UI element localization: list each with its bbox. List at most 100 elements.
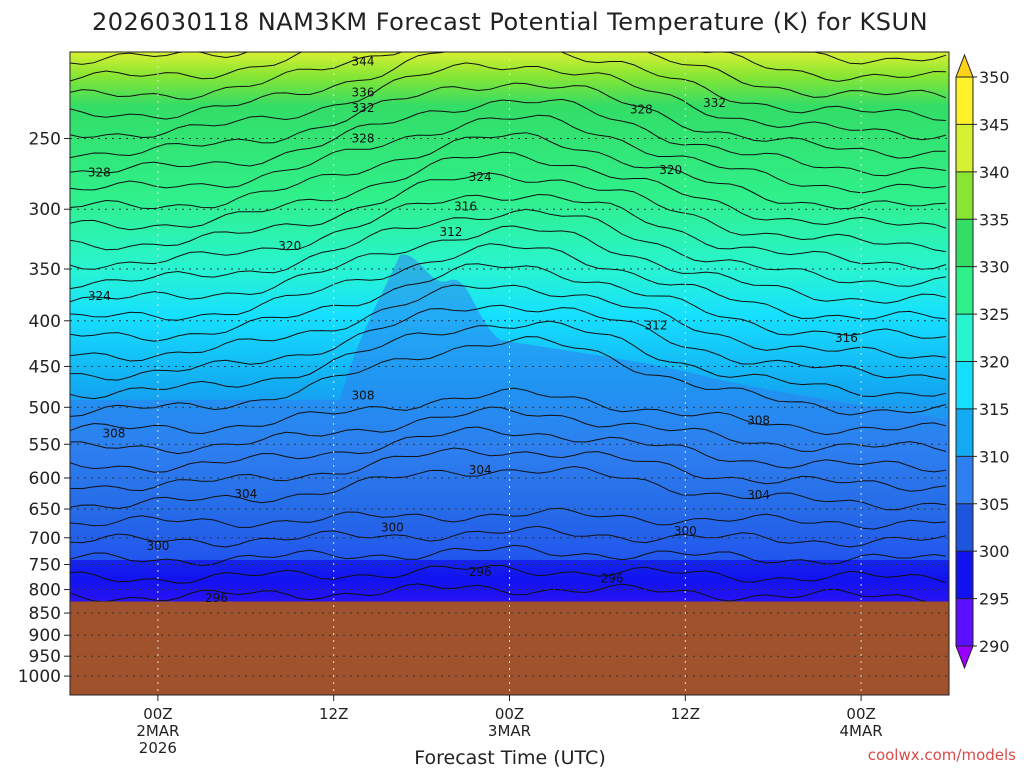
colorbar: 290 295 300 305 310 315 320 325 330 335 340 345 350 xyxy=(955,53,1010,670)
contour-label: 304 xyxy=(234,487,257,501)
contour-label: 296 xyxy=(601,572,624,586)
contour-line xyxy=(70,447,947,492)
y-tick-label: 400 xyxy=(29,312,61,332)
x-tick-label: 12Z xyxy=(319,705,348,723)
chart-title: 2026030118 NAM3KM Forecast Potential Tem… xyxy=(92,8,928,36)
contour-line xyxy=(70,243,947,321)
contour-line xyxy=(70,132,947,210)
contour-label: 312 xyxy=(645,319,668,333)
x-tick-label: 00Z xyxy=(846,705,875,723)
y-tick-label: 500 xyxy=(29,398,61,418)
contour-line xyxy=(70,564,947,584)
contour-label: 336 xyxy=(352,85,375,99)
low-theta-dome xyxy=(70,254,949,560)
contour-line xyxy=(70,336,947,417)
credit-text: coolwx.com/models xyxy=(868,746,1016,764)
contour-line xyxy=(70,52,947,100)
contour-label: 320 xyxy=(278,239,301,253)
contour-line xyxy=(70,225,947,304)
contour-line xyxy=(70,208,947,290)
y-axis-ticks: 250 300 350 400 450 500 550 600 650 700 750 800 8509… xyxy=(18,130,70,687)
contour-line xyxy=(70,525,947,548)
contour-line xyxy=(70,52,947,82)
colorbar-band xyxy=(956,314,973,362)
contour-line xyxy=(70,172,947,253)
contour-label: 296 xyxy=(205,591,228,605)
y-tick-label: 450 xyxy=(29,357,61,377)
contour-line xyxy=(70,544,947,567)
x-tick-label: 2026 xyxy=(139,739,177,757)
contour-label: 304 xyxy=(747,488,770,502)
colorbar-tick-label: 300 xyxy=(979,542,1010,561)
colorbar-band xyxy=(956,361,973,409)
y-tick-label: 850 xyxy=(29,604,61,624)
colorbar-tick-label: 330 xyxy=(979,258,1010,277)
colorbar-tick-label: 350 xyxy=(979,68,1010,87)
contour-line xyxy=(70,387,947,436)
y-tick-label: 700 xyxy=(29,529,61,549)
contour-label: 328 xyxy=(352,132,375,146)
x-tick-label: 4MAR xyxy=(840,722,883,740)
contour-line xyxy=(70,426,947,473)
contour-label: 332 xyxy=(703,96,726,110)
colorbar-tick-label: 335 xyxy=(979,210,1010,229)
colorbar-tick-label: 290 xyxy=(979,637,1010,656)
y-tick-label: 550 xyxy=(29,435,61,455)
contour-line xyxy=(70,114,947,194)
contour-label: 328 xyxy=(88,166,111,180)
colorbar-tick-label: 320 xyxy=(979,353,1010,372)
contour-label: 332 xyxy=(352,101,375,115)
contour-line xyxy=(70,465,947,511)
contour-label: 312 xyxy=(439,225,462,239)
x-axis-label: Forecast Time (UTC) xyxy=(414,747,605,768)
colorbar-tick-label: 310 xyxy=(979,447,1010,466)
colorbar-band xyxy=(956,456,973,504)
colorbar-band xyxy=(956,266,973,315)
contour-label: 320 xyxy=(659,163,682,177)
colorbar-band xyxy=(956,77,973,125)
contour-line xyxy=(70,583,947,604)
x-tick-label: 2MAR xyxy=(136,722,179,740)
colorbar-band xyxy=(956,219,973,267)
colorbar-tick-label: 345 xyxy=(979,115,1010,134)
contour-line xyxy=(70,284,947,362)
contour-line xyxy=(70,406,947,455)
colorbar-tick-label: 315 xyxy=(979,400,1010,419)
x-tick-label: 12Z xyxy=(671,705,700,723)
contour-label: 300 xyxy=(146,539,169,553)
contour-label: 316 xyxy=(835,331,858,345)
colorbar-tick-label: 295 xyxy=(979,590,1010,609)
contour-line xyxy=(70,151,947,231)
colorbar-tick-label: 305 xyxy=(979,495,1010,514)
x-tick-label: 00Z xyxy=(495,705,524,723)
contour-line xyxy=(70,263,947,342)
y-tick-label: 300 xyxy=(29,200,61,220)
y-tick-label: 350 xyxy=(29,260,61,280)
x-tick-label: 00Z xyxy=(143,705,172,723)
contour-line xyxy=(70,507,947,530)
colorbar-band xyxy=(956,503,973,552)
contour-label: 308 xyxy=(102,427,125,441)
y-tick-label: 800 xyxy=(29,581,61,601)
colorbar-tick-label: 340 xyxy=(979,163,1010,182)
contour-label: 308 xyxy=(352,388,375,402)
y-tick-label: 750 xyxy=(29,556,61,576)
contour-label: 300 xyxy=(381,521,404,535)
y-tick-label: 250 xyxy=(29,130,61,150)
y-tick-label: 600 xyxy=(29,469,61,489)
y-tick-label: 900 xyxy=(29,626,61,646)
contour-line xyxy=(70,52,947,121)
colorbar-band xyxy=(956,171,973,220)
contour-label: 324 xyxy=(88,289,111,303)
colorbar-high-arrow xyxy=(955,53,974,78)
warm-upper-region xyxy=(130,52,790,137)
contour-label: 296 xyxy=(469,565,492,579)
x-tick-label: 3MAR xyxy=(488,722,531,740)
colorbar-low-arrow xyxy=(955,645,974,670)
contour-line xyxy=(70,82,947,159)
y-tick-label: 650 xyxy=(29,500,61,520)
contour-label: 300 xyxy=(674,524,697,538)
contour-label: 316 xyxy=(454,200,477,214)
contour-label: 344 xyxy=(352,55,375,69)
